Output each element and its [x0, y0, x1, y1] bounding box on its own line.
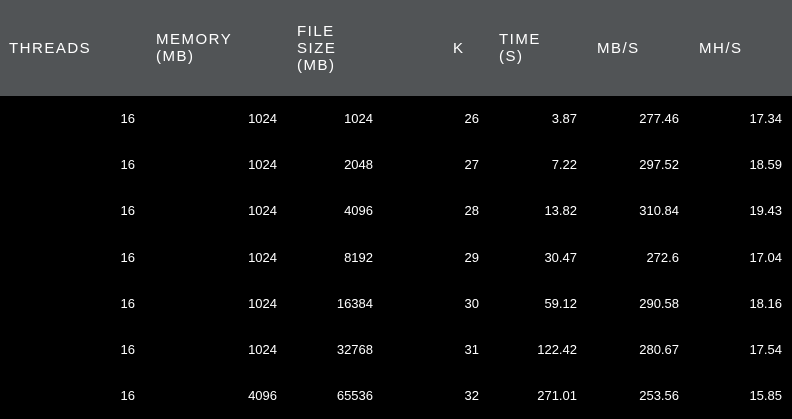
cell-mh-per-s: 17.34 — [749, 111, 782, 126]
cell-time: 30.47 — [544, 249, 577, 265]
cell-mb-per-s: 253.56 — [639, 388, 679, 404]
table-header: THREADS MEMORY (MB) FILE SIZE (MB) K TIM… — [0, 0, 792, 96]
table-row: 16 1024 32768 31 122.42 280.67 17.54 — [0, 327, 792, 373]
cell-k: 30 — [464, 295, 479, 311]
cell-mh-per-s: 19.43 — [749, 203, 782, 219]
cell-memory: 1024 — [248, 342, 277, 357]
cell-time: 7.22 — [551, 157, 577, 173]
cell-time: 3.87 — [551, 111, 577, 126]
cell-file-size: 65536 — [336, 388, 373, 404]
cell-threads: 16 — [120, 388, 135, 404]
table-row: 16 1024 4096 28 13.82 310.84 19.43 — [0, 188, 792, 234]
cell-threads: 16 — [120, 111, 135, 126]
cell-time: 13.82 — [544, 203, 577, 219]
table-row: 16 4096 65536 32 271.01 253.56 15.85 — [0, 373, 792, 419]
cell-memory: 4096 — [248, 388, 277, 404]
cell-file-size: 4096 — [344, 203, 373, 219]
cell-mb-per-s: 280.67 — [639, 342, 679, 357]
table-row: 16 1024 8192 29 30.47 272.6 17.04 — [0, 235, 792, 281]
cell-k: 26 — [464, 111, 479, 126]
cell-file-size: 8192 — [344, 249, 373, 265]
cell-file-size: 1024 — [344, 111, 373, 126]
cell-mh-per-s: 18.59 — [749, 157, 782, 173]
cell-mb-per-s: 290.58 — [639, 295, 679, 311]
column-header-file-size: FILE SIZE (MB) — [297, 22, 337, 74]
cell-memory: 1024 — [248, 203, 277, 219]
cell-threads: 16 — [120, 157, 135, 173]
cell-mh-per-s: 18.16 — [749, 295, 782, 311]
cell-file-size: 16384 — [336, 295, 373, 311]
cell-memory: 1024 — [248, 295, 277, 311]
cell-threads: 16 — [120, 295, 135, 311]
table-row: 16 1024 16384 30 59.12 290.58 18.16 — [0, 281, 792, 327]
cell-file-size: 2048 — [344, 157, 373, 173]
cell-memory: 1024 — [248, 249, 277, 265]
cell-k: 28 — [464, 203, 479, 219]
cell-k: 31 — [464, 342, 479, 357]
cell-mb-per-s: 297.52 — [639, 157, 679, 173]
cell-mb-per-s: 310.84 — [639, 203, 679, 219]
column-header-mb-per-s: MB/S — [597, 39, 640, 57]
cell-file-size: 32768 — [336, 342, 373, 357]
cell-time: 271.01 — [537, 388, 577, 404]
cell-threads: 16 — [120, 203, 135, 219]
column-header-memory: MEMORY (MB) — [156, 31, 233, 65]
cell-k: 27 — [464, 157, 479, 173]
table-row: 16 1024 2048 27 7.22 297.52 18.59 — [0, 142, 792, 188]
column-header-k: K — [453, 39, 465, 57]
cell-k: 29 — [464, 249, 479, 265]
cell-mb-per-s: 272.6 — [646, 249, 679, 265]
column-header-threads: THREADS — [9, 39, 92, 57]
cell-memory: 1024 — [248, 157, 277, 173]
cell-memory: 1024 — [248, 111, 277, 126]
table-row: 16 1024 1024 26 3.87 277.46 17.34 — [0, 96, 792, 142]
column-header-time: TIME (S) — [499, 31, 541, 65]
cell-mh-per-s: 17.54 — [749, 342, 782, 357]
cell-mh-per-s: 17.04 — [749, 249, 782, 265]
cell-mh-per-s: 15.85 — [749, 388, 782, 404]
cell-threads: 16 — [120, 342, 135, 357]
column-header-mh-per-s: MH/S — [699, 39, 743, 57]
cell-k: 32 — [464, 388, 479, 404]
cell-time: 59.12 — [544, 295, 577, 311]
cell-mb-per-s: 277.46 — [639, 111, 679, 126]
cell-threads: 16 — [120, 249, 135, 265]
cell-time: 122.42 — [537, 342, 577, 357]
